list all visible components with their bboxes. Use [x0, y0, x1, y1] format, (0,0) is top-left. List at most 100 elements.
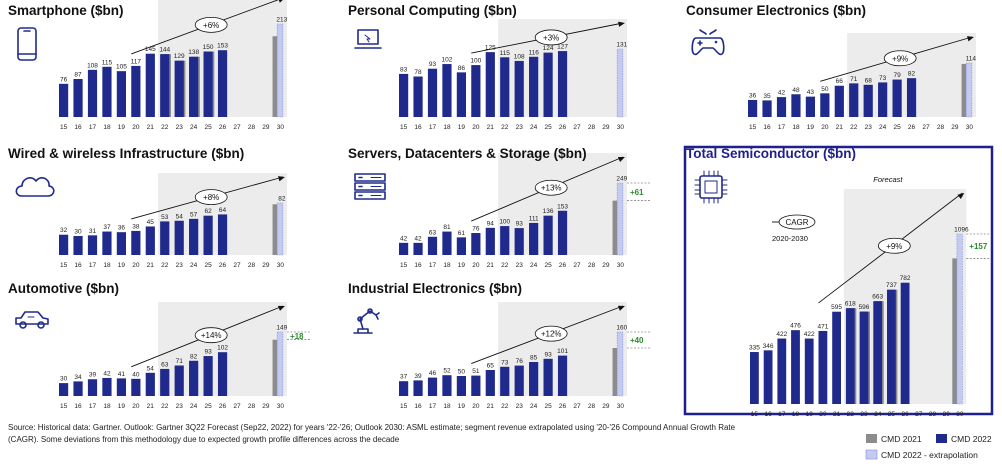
server-icon-unit [354, 191, 386, 200]
bar-value-label: 82 [278, 196, 286, 203]
growth-label: +8% [203, 193, 219, 202]
bar-value-label: 39 [89, 372, 97, 379]
bar-cmd2021 [612, 348, 619, 396]
bar-cmd2022 [116, 71, 126, 117]
x-tick-label: 21 [147, 262, 155, 269]
robot-arm-icon-stroke [375, 312, 380, 320]
bar-cmd2022 [557, 210, 568, 255]
x-tick-label: 15 [751, 411, 759, 418]
bar-value-label: 101 [557, 348, 568, 355]
x-tick-label: 25 [544, 124, 552, 131]
bar-cmd2022 [456, 237, 466, 255]
x-tick-label: 18 [103, 262, 111, 269]
bar-cmd2022 [189, 56, 199, 117]
bar-cmd2022 [189, 360, 199, 396]
x-tick-label: 20 [132, 262, 140, 269]
bar-cmd2021 [952, 258, 958, 404]
bar-cmd2022 [456, 376, 466, 396]
bar-cmd2022 [791, 330, 800, 404]
bar-value-label: 93 [429, 61, 437, 68]
bar-value-label: 82 [908, 71, 916, 78]
delta-label: +40 [630, 336, 644, 345]
bar-value-label: 618 [845, 301, 856, 308]
x-tick-label: 25 [888, 411, 896, 418]
bar-value-label: 153 [557, 203, 568, 210]
bar-extrapolation [276, 202, 284, 256]
x-tick-label: 27 [922, 124, 930, 131]
x-tick-label: 30 [277, 262, 285, 269]
bar-cmd2022 [557, 51, 568, 117]
trend-arrow-head [617, 305, 625, 311]
bar-cmd2022 [217, 352, 228, 396]
bar-value-label: 52 [443, 368, 451, 375]
x-tick-label: 25 [204, 124, 212, 131]
chart-panel: Smartphone ($bn) 76 15 87 16 108 17 115 18 105 19 1… [8, 0, 288, 131]
x-tick-label: 20 [132, 124, 140, 131]
legend-swatch-cmd2022 [936, 434, 947, 443]
x-tick-label: 19 [458, 403, 466, 410]
x-tick-label: 17 [429, 403, 437, 410]
bar-value-label: 81 [443, 224, 451, 231]
bar-cmd2022 [514, 228, 524, 255]
bar-cmd2022 [485, 370, 495, 396]
bar-cmd2022 [174, 60, 184, 117]
bar-cmd2022 [413, 380, 423, 396]
bar-cmd2022 [73, 381, 83, 396]
bar-cmd2022 [413, 242, 423, 255]
bar-cmd2022 [832, 311, 841, 404]
bar-cmd2022 [217, 50, 228, 117]
bar-cmd2022 [887, 289, 896, 404]
x-tick-label: 19 [458, 124, 466, 131]
bar-value-label: 78 [414, 69, 422, 76]
bar-value-label: 71 [176, 358, 184, 365]
trend-arrow-head [277, 305, 285, 311]
x-tick-label: 18 [103, 124, 111, 131]
trend-arrow-head [278, 0, 283, 3]
x-tick-label: 20 [821, 124, 829, 131]
growth-badge [194, 16, 228, 33]
growth-badge [883, 50, 917, 67]
legend-label-cmd2021: CMD 2021 [881, 434, 922, 444]
bar-cmd2022 [131, 230, 141, 255]
bar-value-label: 87 [74, 72, 82, 79]
bar-value-label: 63 [161, 361, 169, 368]
chart-panel: Personal Computing ($bn) 83 15 78 16 93 17 102 1… [348, 3, 628, 131]
bar-value-label: 36 [118, 225, 126, 232]
bar-cmd2022 [102, 66, 112, 117]
bar-value-label: 62 [204, 208, 212, 215]
x-tick-label: 28 [929, 411, 937, 418]
bar-cmd2022 [456, 72, 466, 117]
x-tick-label: 18 [103, 403, 111, 410]
bar-cmd2022 [145, 226, 155, 255]
chip-icon [694, 170, 728, 204]
bar-value-label: 76 [472, 226, 480, 233]
bar-extrapolation [616, 48, 624, 118]
x-tick-label: 15 [60, 262, 68, 269]
bar-value-label: 108 [87, 62, 98, 69]
panel-title: Smartphone ($bn) [8, 3, 124, 18]
bar-value-label: 34 [74, 374, 82, 381]
gamepad-icon-stroke [697, 40, 703, 46]
bar-value-label: 144 [159, 47, 170, 54]
cagr-label: CAGR [785, 218, 808, 227]
trend-arrow-head [617, 156, 625, 162]
bar-value-label: 782 [900, 275, 911, 282]
x-tick-label: 29 [602, 262, 610, 269]
bar-cmd2022 [59, 234, 69, 255]
growth-label: +13% [541, 184, 562, 193]
bar-cmd2022 [145, 53, 155, 117]
x-tick-label: 30 [617, 124, 625, 131]
bar-value-label: 30 [74, 228, 82, 235]
x-tick-label: 20 [819, 411, 827, 418]
bar-value-label: 124 [543, 45, 554, 52]
bar-value-label: 422 [804, 331, 815, 338]
x-tick-label: 28 [588, 124, 596, 131]
growth-badge [194, 327, 228, 344]
x-tick-label: 30 [617, 403, 625, 410]
bar-value-label: 37 [103, 224, 111, 231]
x-tick-label: 22 [847, 411, 855, 418]
x-tick-label: 16 [74, 403, 82, 410]
bar-value-label: 100 [470, 58, 481, 65]
bar-value-label: 42 [103, 370, 111, 377]
